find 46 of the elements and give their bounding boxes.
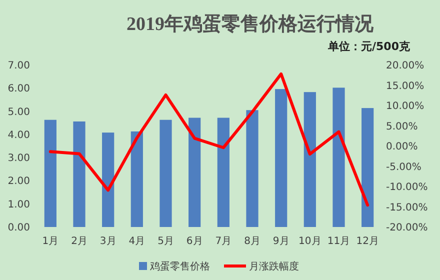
y2-tick-label: 20.00%: [386, 60, 424, 72]
legend-label: 鸡蛋零售价格: [149, 260, 210, 272]
y2-tick-label: 0.00%: [386, 142, 418, 152]
x-tick-label: 11月: [327, 236, 350, 247]
y-tick-label: 7.00: [8, 60, 30, 72]
x-tick-label: 4月: [128, 236, 146, 247]
legend-label: 月涨跌幅度: [249, 260, 299, 272]
chart-subtitle: 单位：元/500克: [327, 40, 411, 53]
x-tick-label: 2月: [71, 236, 88, 247]
y2-tick-label: -20.00%: [386, 222, 428, 234]
x-tick-label: 6月: [186, 236, 203, 247]
line-series: [48, 72, 370, 207]
bar: [246, 110, 258, 227]
bar: [332, 88, 345, 227]
y-tick-label: 2.00: [8, 176, 30, 188]
x-tick-label: 8月: [244, 236, 260, 247]
bar: [160, 120, 172, 227]
x-tick-label: 12月: [356, 236, 379, 247]
bar: [362, 108, 374, 227]
y-tick-label: 1.00: [8, 199, 30, 210]
y2-tick-label: -10.00%: [386, 182, 428, 193]
x-tick-label: 3月: [100, 236, 116, 247]
x-tick-label: 10月: [298, 236, 322, 247]
y-tick-label: 6.00: [8, 84, 30, 95]
x-tick-label: 1月: [42, 236, 59, 247]
y-tick-label: 5.00: [8, 106, 30, 118]
bar: [304, 92, 316, 227]
y2-tick-label: 15.00%: [386, 80, 424, 92]
bar: [188, 118, 201, 227]
y-tick-label: 0.00: [8, 222, 30, 234]
bar: [217, 118, 230, 227]
x-tick-label: 7月: [215, 236, 232, 247]
y-tick-label: 4.00: [8, 130, 30, 141]
bar: [275, 89, 288, 227]
bar: [73, 121, 86, 227]
bar: [44, 120, 56, 227]
y2-tick-label: -5.00%: [386, 162, 422, 173]
y2-tick-label: 10.00%: [386, 101, 424, 112]
y2-tick-label: -15.00%: [386, 202, 428, 214]
x-tick-label: 9月: [272, 236, 290, 247]
y-tick-label: 3.00: [8, 153, 30, 164]
bar: [102, 132, 114, 227]
chart-title: 2019年鸡蛋零售价格运行情况: [126, 13, 374, 35]
bar: [130, 131, 143, 227]
y2-tick-label: 5.00%: [386, 121, 418, 132]
x-tick-label: 5月: [158, 236, 174, 247]
